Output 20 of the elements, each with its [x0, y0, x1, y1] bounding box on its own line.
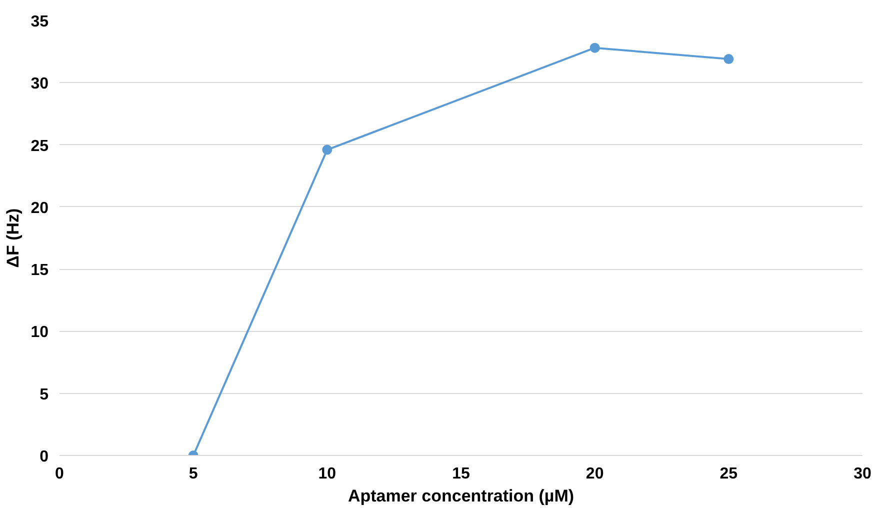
point	[322, 144, 332, 155]
y-tick-label: 30	[30, 76, 49, 93]
x-tick-label: 15	[452, 466, 470, 482]
x-tick-label: 20	[586, 466, 604, 482]
x-tick-label: 25	[720, 466, 738, 482]
x-tick-label: 10	[318, 466, 336, 482]
y-tick-label: 35	[30, 14, 49, 30]
x-axis-title: Aptamer concentration (µM)	[348, 486, 574, 506]
point	[590, 42, 600, 53]
x-tick-label: 5	[188, 466, 198, 482]
y-tick-label: 15	[30, 262, 49, 280]
point	[724, 54, 734, 64]
x-tick-label: 0	[55, 466, 64, 482]
y-tick-label: 25	[30, 138, 49, 155]
y-axis-title: ΔF (Hz)	[4, 208, 23, 268]
x-tick-label: 30	[854, 466, 872, 482]
y-tick-label: 10	[30, 324, 49, 342]
y-tick-label: 20	[30, 200, 49, 217]
y-tick-label: 0	[40, 448, 49, 466]
y-tick-label: 5	[40, 386, 49, 404]
